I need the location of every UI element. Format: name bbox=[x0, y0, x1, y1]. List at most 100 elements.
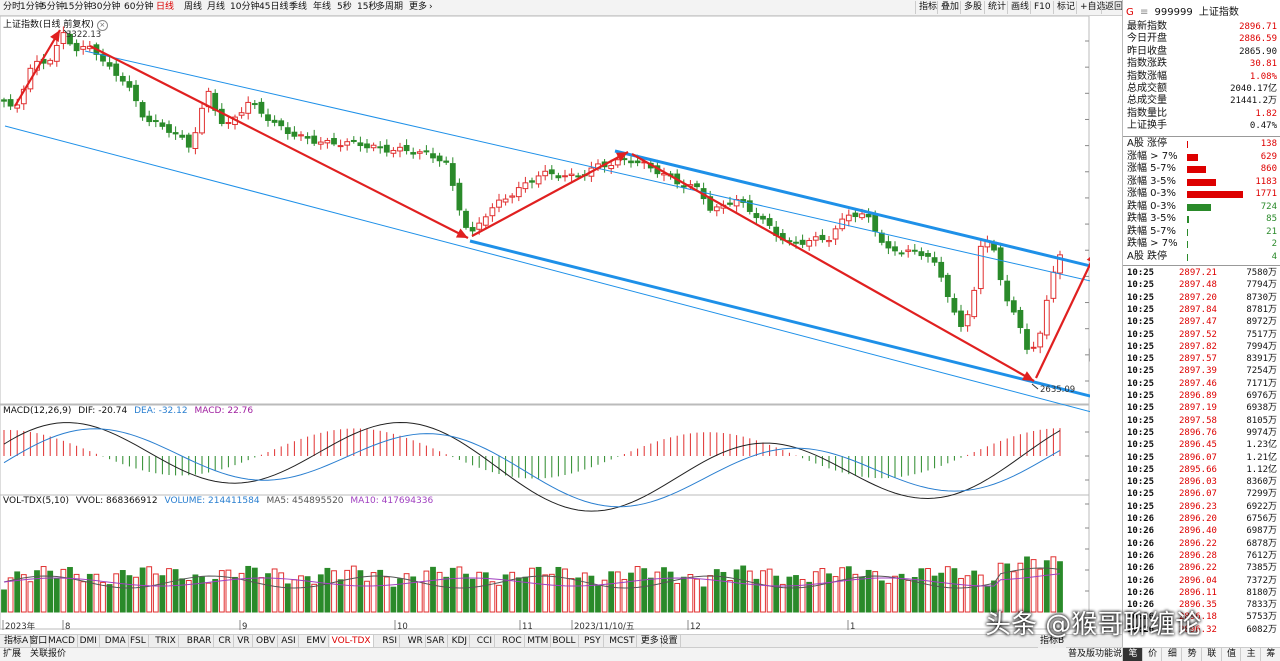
toolbar-button[interactable]: 返回 bbox=[1101, 1, 1126, 14]
candle-body bbox=[106, 62, 113, 67]
quote-label: 指数涨幅 bbox=[1127, 70, 1167, 82]
period-tab[interactable]: 5分钟 bbox=[41, 2, 65, 12]
volume-bar bbox=[67, 567, 73, 613]
toolbar-button[interactable]: +自选 bbox=[1076, 1, 1109, 14]
indicator-tab[interactable]: MACD bbox=[46, 635, 78, 648]
expand-button[interactable]: 扩展 bbox=[3, 649, 22, 659]
tick-volume: 6938万 bbox=[1246, 403, 1277, 414]
menu-icon[interactable]: ≡ bbox=[1139, 7, 1149, 18]
toolbar-button[interactable]: 叠加 bbox=[937, 1, 962, 14]
tick-volume: 7299万 bbox=[1246, 489, 1277, 500]
breadth-bar bbox=[1187, 203, 1211, 211]
detail-tab[interactable]: 主 bbox=[1240, 648, 1261, 661]
indicator-tab[interactable]: 指标A bbox=[2, 635, 32, 648]
candle-body bbox=[344, 141, 351, 146]
tick-volume: 6987万 bbox=[1246, 526, 1277, 537]
period-tab[interactable]: 月线 bbox=[207, 2, 226, 12]
period-tab[interactable]: 更多 bbox=[409, 2, 428, 12]
period-tab[interactable]: 30分钟 bbox=[91, 2, 121, 12]
toolbar-button[interactable]: 统计 bbox=[984, 1, 1009, 14]
indicator-b-tab[interactable]: 指标B bbox=[1038, 635, 1067, 648]
volume-bar bbox=[383, 576, 390, 613]
period-tab[interactable]: 日线 bbox=[156, 2, 175, 12]
quote-label: 总成交额 bbox=[1127, 83, 1167, 94]
volume-bar bbox=[812, 571, 819, 613]
candle-body bbox=[1037, 332, 1044, 348]
tick-volume: 6878万 bbox=[1246, 538, 1277, 549]
period-tab[interactable]: 5秒 bbox=[337, 2, 352, 12]
toolbar-button[interactable]: 标记 bbox=[1053, 1, 1078, 14]
period-tab[interactable]: 多周期 bbox=[376, 2, 404, 12]
channel-upper-thick bbox=[614, 149, 1090, 268]
tick-price: 2896.04 bbox=[1179, 575, 1217, 586]
candle-body bbox=[423, 150, 430, 153]
period-tab[interactable]: 年线 bbox=[313, 2, 332, 12]
detail-tab[interactable]: 价 bbox=[1141, 648, 1163, 661]
related-quote-button[interactable]: 关联报价 bbox=[30, 649, 67, 659]
indicator-tab[interactable]: BRAR bbox=[185, 635, 215, 648]
indicator-tab[interactable]: VR bbox=[235, 635, 253, 648]
indicator-tab[interactable]: MCST bbox=[607, 635, 638, 648]
detail-tab[interactable]: 笔 bbox=[1122, 648, 1143, 661]
volume-bar bbox=[806, 581, 813, 613]
indicator-tab[interactable]: RSI bbox=[380, 635, 401, 648]
tick-price: 2895.66 bbox=[1179, 464, 1217, 475]
period-tab[interactable]: 60分钟 bbox=[124, 2, 154, 12]
volume-bar bbox=[489, 581, 496, 613]
chevron-right-icon[interactable]: › bbox=[429, 2, 433, 12]
indicator-tab[interactable]: WR bbox=[406, 635, 426, 648]
tick-row: 10:25 2896.03 8360万 bbox=[1125, 476, 1279, 488]
close-icon[interactable]: × bbox=[96, 20, 108, 31]
indicator-tab[interactable]: CCI bbox=[475, 635, 496, 648]
toolbar-button[interactable]: 多股 bbox=[960, 1, 985, 14]
indicator-tab[interactable]: 设置 bbox=[658, 635, 681, 648]
detail-tab[interactable]: 筹 bbox=[1259, 648, 1280, 661]
indicator-tab[interactable]: DMA bbox=[103, 635, 129, 648]
indicator-tab[interactable]: KDJ bbox=[450, 635, 471, 648]
indicator-tab[interactable]: 窗口 bbox=[27, 635, 51, 648]
period-tab[interactable]: 周线 bbox=[184, 2, 203, 12]
detail-tab[interactable]: 联 bbox=[1200, 648, 1222, 661]
period-tab[interactable]: 1分钟 bbox=[20, 2, 44, 12]
indicator-tab[interactable]: EMV bbox=[304, 635, 329, 648]
indicator-tab[interactable]: OBV bbox=[254, 635, 279, 648]
arrowhead-icon bbox=[50, 30, 60, 43]
period-tab[interactable]: 10分钟 bbox=[230, 2, 260, 12]
toolbar-button[interactable]: F10 bbox=[1030, 1, 1054, 14]
detail-tab[interactable]: 势 bbox=[1181, 648, 1202, 661]
candle-body bbox=[172, 132, 179, 135]
detail-tab[interactable]: 值 bbox=[1220, 648, 1242, 661]
tick-time: 10:25 bbox=[1127, 501, 1155, 512]
indicator-tab[interactable]: ROC bbox=[500, 635, 525, 648]
indicator-tab[interactable]: MTM bbox=[525, 635, 552, 648]
period-tab[interactable]: 分时 bbox=[3, 2, 22, 12]
trend-arrow-line bbox=[14, 29, 61, 107]
kline-chart-area[interactable]: 3300325032003150310030503000295029002850… bbox=[0, 16, 1090, 630]
indicator-tab[interactable]: FSL bbox=[128, 635, 149, 648]
indicator-tab[interactable]: BOLL bbox=[550, 635, 579, 648]
candle-body bbox=[925, 252, 931, 257]
arrowhead-icon bbox=[1086, 257, 1090, 262]
tick-price: 2896.35 bbox=[1179, 600, 1217, 611]
indicator-tab[interactable]: SAR bbox=[424, 635, 448, 648]
volume-bar bbox=[872, 571, 879, 613]
indicator-tab[interactable]: 更多 bbox=[639, 635, 662, 648]
period-tab[interactable]: 15分钟 bbox=[63, 2, 93, 12]
toolbar-button[interactable]: 画线 bbox=[1007, 1, 1032, 14]
indicator-tab[interactable]: PSY bbox=[582, 635, 604, 648]
indicator-tab[interactable]: TRIX bbox=[153, 635, 179, 648]
period-tab[interactable]: 季线 bbox=[289, 2, 308, 12]
indicator-tab[interactable]: CR bbox=[216, 635, 234, 648]
period-tab[interactable]: 45日线 bbox=[259, 2, 289, 12]
candle-body bbox=[192, 132, 199, 149]
function-help-link[interactable]: 普及版功能说明 bbox=[1068, 649, 1132, 659]
breadth-row: 涨幅 3-5% 1183 bbox=[1125, 176, 1279, 188]
indicator-tab[interactable]: DMI bbox=[78, 635, 100, 648]
tick-row: 10:26 2896.40 6987万 bbox=[1125, 525, 1279, 537]
indicator-tab[interactable]: VOL-TDX bbox=[329, 635, 374, 648]
detail-tab[interactable]: 细 bbox=[1161, 648, 1182, 661]
indicator-tab[interactable]: ASI bbox=[279, 635, 299, 648]
period-tab[interactable]: 15秒 bbox=[357, 2, 378, 12]
toolbar-button[interactable]: 指标 bbox=[915, 1, 940, 14]
x-tick-label: 11 bbox=[522, 622, 533, 630]
